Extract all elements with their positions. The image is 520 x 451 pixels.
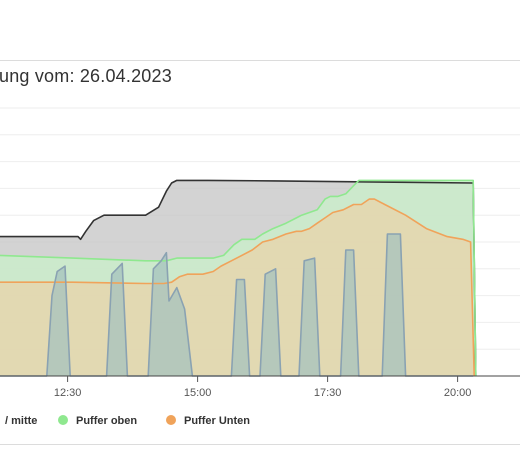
legend-label: / mitte (5, 415, 37, 427)
x-tick-label: 20:00 (444, 387, 472, 399)
legend-marker (166, 415, 176, 425)
series-line-1 (0, 179, 477, 377)
x-tick-label: 17:30 (314, 387, 342, 399)
series-line-0 (0, 179, 477, 377)
legend-marker (58, 415, 68, 425)
series-line-2 (0, 198, 475, 377)
x-tick-label: 15:00 (184, 387, 212, 399)
series-line-3 (0, 233, 474, 377)
legend: / mitte Puffer oben Puffer Unten (5, 415, 250, 427)
chart-title: ung vom: 26.04.2023 (0, 66, 172, 86)
series-area-3 (0, 234, 474, 376)
x-tick-label: 12:30 (54, 387, 82, 399)
panel-bottom-border (0, 444, 520, 445)
legend-label: Puffer Unten (184, 415, 250, 427)
x-axis-ticks: 12:30 15:00 17:30 20:00 (54, 376, 472, 399)
legend-label: Puffer oben (76, 415, 137, 427)
panel-top-border (0, 60, 520, 61)
series-lines (0, 179, 477, 377)
